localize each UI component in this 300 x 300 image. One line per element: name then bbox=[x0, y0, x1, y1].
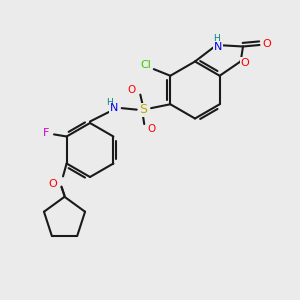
Text: O: O bbox=[49, 178, 58, 189]
Text: N: N bbox=[110, 103, 118, 113]
Text: H: H bbox=[106, 98, 113, 106]
Text: O: O bbox=[148, 124, 156, 134]
Text: Cl: Cl bbox=[140, 60, 151, 70]
Text: O: O bbox=[128, 85, 136, 95]
Text: O: O bbox=[262, 39, 272, 50]
Text: H: H bbox=[213, 34, 220, 43]
Text: F: F bbox=[43, 128, 50, 138]
Text: N: N bbox=[214, 41, 222, 52]
Text: O: O bbox=[241, 58, 250, 68]
Text: S: S bbox=[139, 103, 147, 116]
